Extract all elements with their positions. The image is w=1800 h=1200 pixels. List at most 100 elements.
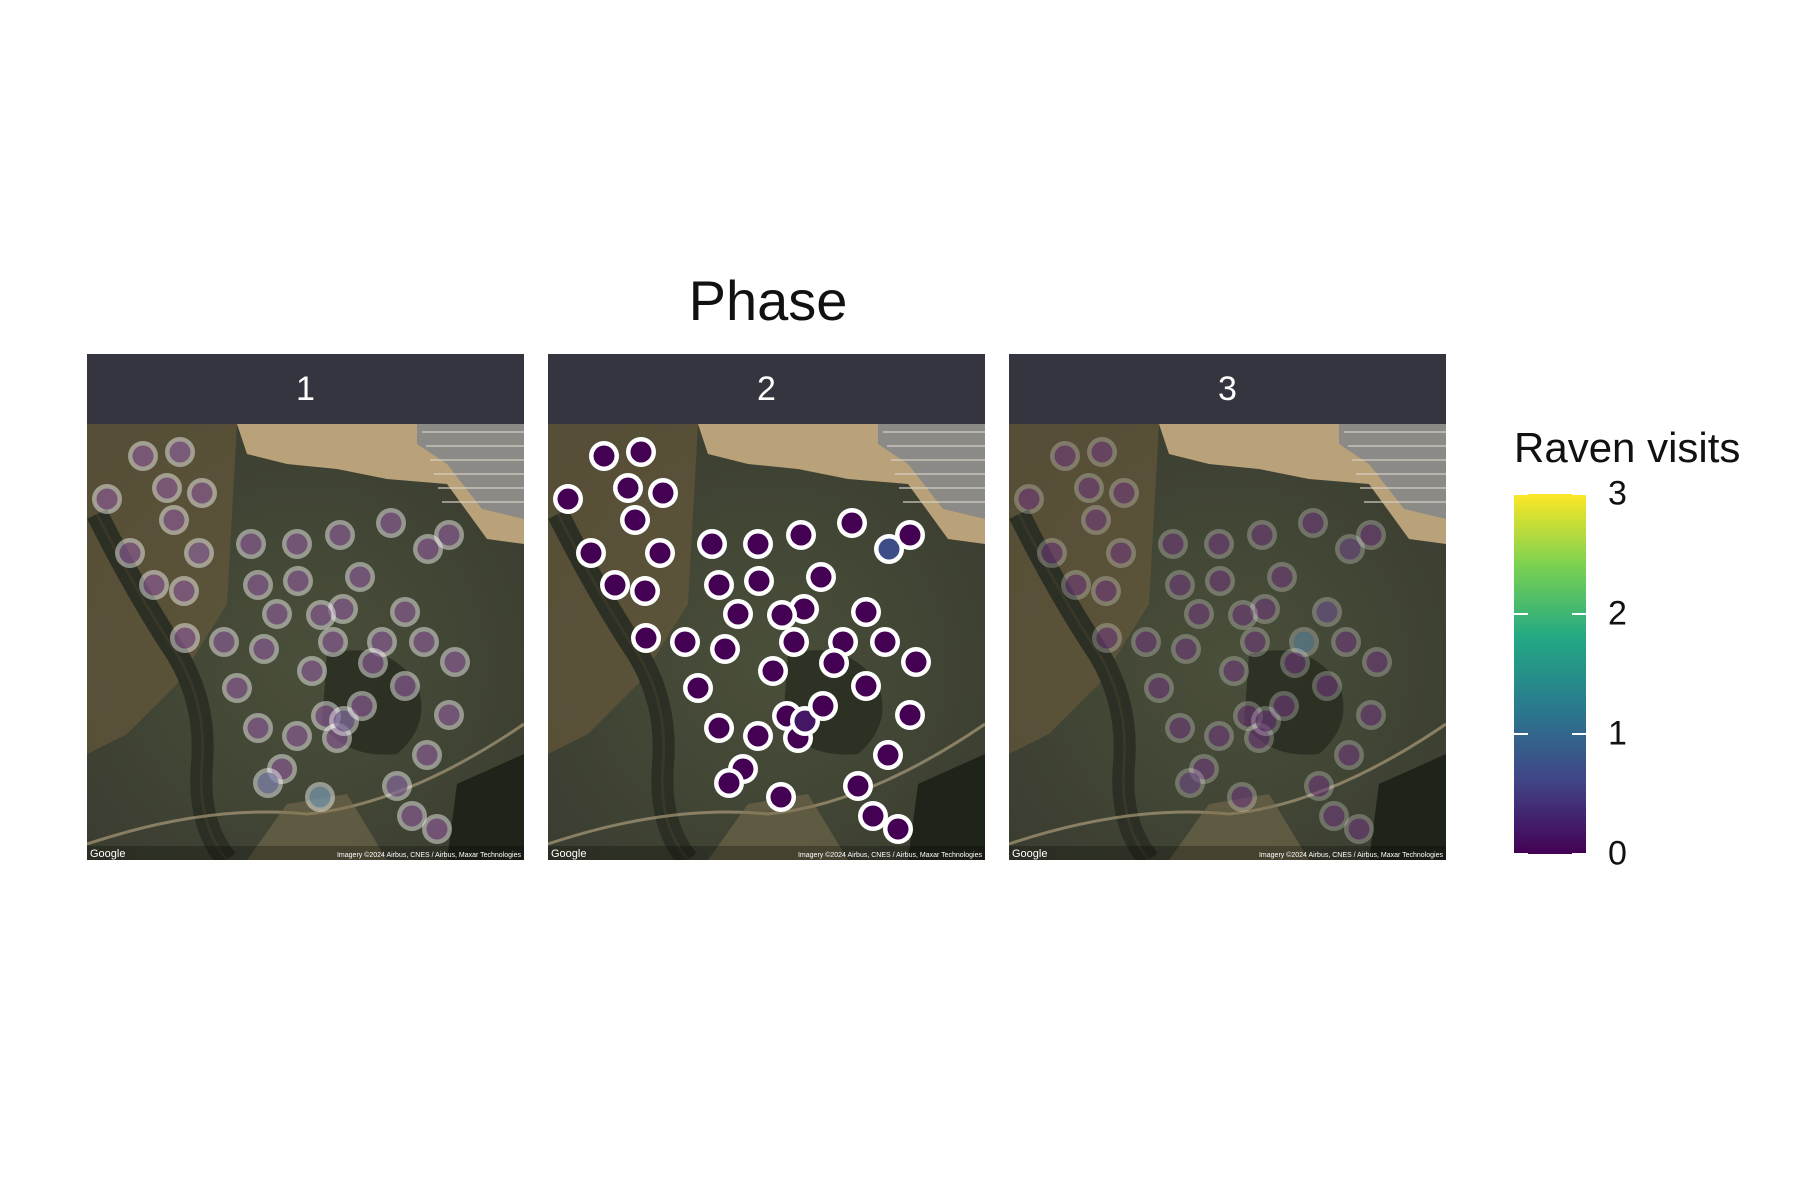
site-marker[interactable] — [1312, 597, 1342, 627]
site-marker[interactable] — [283, 566, 313, 596]
site-marker[interactable] — [1228, 600, 1258, 630]
site-marker[interactable] — [870, 627, 900, 657]
site-marker[interactable] — [390, 597, 420, 627]
site-marker[interactable] — [249, 634, 279, 664]
site-marker[interactable] — [779, 627, 809, 657]
site-marker[interactable] — [347, 691, 377, 721]
site-marker[interactable] — [306, 600, 336, 630]
site-marker[interactable] — [1356, 700, 1386, 730]
site-marker[interactable] — [851, 597, 881, 627]
site-marker[interactable] — [670, 627, 700, 657]
site-marker[interactable] — [1165, 713, 1195, 743]
site-marker[interactable] — [553, 484, 583, 514]
site-marker[interactable] — [901, 647, 931, 677]
site-marker[interactable] — [1204, 529, 1234, 559]
site-marker[interactable] — [851, 671, 881, 701]
site-marker[interactable] — [1144, 673, 1174, 703]
site-marker[interactable] — [297, 656, 327, 686]
site-marker[interactable] — [723, 599, 753, 629]
satellite-map-2[interactable]: Google Imagery ©2024 Airbus, CNES / Airbu… — [548, 424, 985, 860]
site-marker[interactable] — [1109, 478, 1139, 508]
site-marker[interactable] — [576, 538, 606, 568]
site-marker[interactable] — [1171, 634, 1201, 664]
site-marker[interactable] — [267, 754, 297, 784]
site-marker[interactable] — [858, 801, 888, 831]
site-marker[interactable] — [1227, 782, 1257, 812]
site-marker[interactable] — [704, 570, 734, 600]
site-marker[interactable] — [895, 520, 925, 550]
site-marker[interactable] — [895, 700, 925, 730]
site-marker[interactable] — [152, 473, 182, 503]
site-marker[interactable] — [1131, 627, 1161, 657]
site-marker[interactable] — [683, 673, 713, 703]
site-marker[interactable] — [115, 538, 145, 568]
site-marker[interactable] — [1356, 520, 1386, 550]
site-marker[interactable] — [170, 623, 200, 653]
site-marker[interactable] — [1014, 484, 1044, 514]
site-marker[interactable] — [329, 706, 359, 736]
site-marker[interactable] — [318, 627, 348, 657]
site-marker[interactable] — [243, 570, 273, 600]
site-marker[interactable] — [92, 484, 122, 514]
site-marker[interactable] — [1158, 529, 1188, 559]
site-marker[interactable] — [422, 814, 452, 844]
site-marker[interactable] — [165, 437, 195, 467]
site-marker[interactable] — [710, 634, 740, 664]
site-marker[interactable] — [434, 700, 464, 730]
site-marker[interactable] — [390, 671, 420, 701]
site-marker[interactable] — [434, 520, 464, 550]
site-marker[interactable] — [704, 713, 734, 743]
site-marker[interactable] — [1205, 566, 1235, 596]
site-marker[interactable] — [1247, 520, 1277, 550]
site-marker[interactable] — [139, 570, 169, 600]
site-marker[interactable] — [1304, 771, 1334, 801]
site-marker[interactable] — [1184, 599, 1214, 629]
site-marker[interactable] — [843, 771, 873, 801]
site-marker[interactable] — [1233, 701, 1263, 731]
site-marker[interactable] — [413, 534, 443, 564]
site-marker[interactable] — [1319, 801, 1349, 831]
site-marker[interactable] — [1335, 534, 1365, 564]
site-marker[interactable] — [1175, 768, 1205, 798]
site-marker[interactable] — [806, 562, 836, 592]
site-marker[interactable] — [397, 801, 427, 831]
site-marker[interactable] — [1087, 437, 1117, 467]
site-marker[interactable] — [613, 473, 643, 503]
site-marker[interactable] — [620, 505, 650, 535]
site-marker[interactable] — [382, 771, 412, 801]
site-marker[interactable] — [222, 673, 252, 703]
site-marker[interactable] — [1251, 706, 1281, 736]
site-marker[interactable] — [786, 520, 816, 550]
site-marker[interactable] — [409, 627, 439, 657]
site-marker[interactable] — [1092, 623, 1122, 653]
site-marker[interactable] — [412, 740, 442, 770]
site-marker[interactable] — [1344, 814, 1374, 844]
site-marker[interactable] — [282, 529, 312, 559]
site-marker[interactable] — [169, 576, 199, 606]
site-marker[interactable] — [1061, 570, 1091, 600]
site-marker[interactable] — [367, 627, 397, 657]
site-marker[interactable] — [1219, 656, 1249, 686]
site-marker[interactable] — [873, 740, 903, 770]
satellite-map-3[interactable]: Google Imagery ©2024 Airbus, CNES / Airbu… — [1009, 424, 1446, 860]
site-marker[interactable] — [325, 520, 355, 550]
site-marker[interactable] — [282, 721, 312, 751]
site-marker[interactable] — [243, 713, 273, 743]
site-marker[interactable] — [345, 562, 375, 592]
site-marker[interactable] — [743, 529, 773, 559]
site-marker[interactable] — [1269, 691, 1299, 721]
site-marker[interactable] — [1280, 648, 1310, 678]
site-marker[interactable] — [1081, 505, 1111, 535]
site-marker[interactable] — [1189, 754, 1219, 784]
site-marker[interactable] — [808, 691, 838, 721]
site-marker[interactable] — [1334, 740, 1364, 770]
site-marker[interactable] — [1312, 671, 1342, 701]
site-marker[interactable] — [262, 599, 292, 629]
site-marker[interactable] — [819, 648, 849, 678]
site-marker[interactable] — [1106, 538, 1136, 568]
site-marker[interactable] — [630, 576, 660, 606]
site-marker[interactable] — [1331, 627, 1361, 657]
site-marker[interactable] — [1037, 538, 1067, 568]
site-marker[interactable] — [376, 508, 406, 538]
site-marker[interactable] — [184, 538, 214, 568]
